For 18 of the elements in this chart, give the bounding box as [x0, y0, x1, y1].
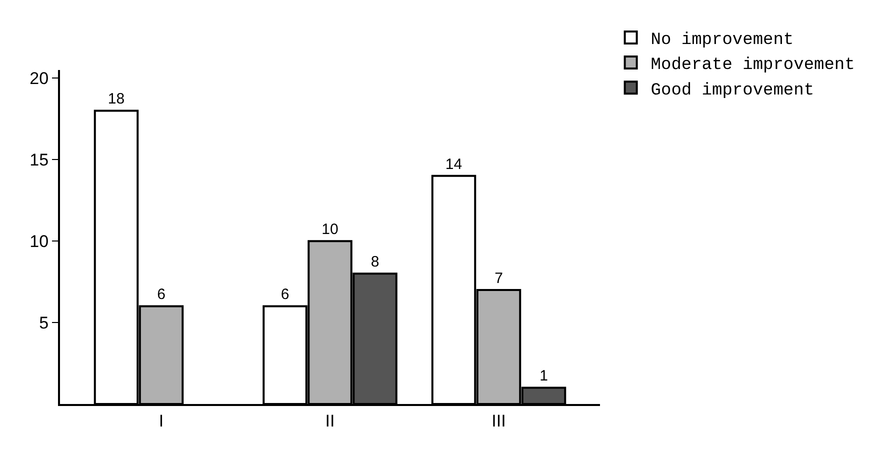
y-tick-label: 10	[30, 232, 49, 252]
data-label: 14	[445, 156, 462, 173]
data-label: 7	[494, 270, 503, 287]
data-label: 6	[157, 286, 166, 304]
data-label: 6	[280, 286, 290, 304]
legend-label: No improvement	[650, 31, 794, 50]
x-tick-label: I	[158, 411, 164, 430]
y-tick-label: 5	[39, 313, 49, 332]
legend-label: Moderate improvement	[650, 56, 855, 76]
data-label: 10	[322, 221, 338, 238]
y-tick-label: 15	[30, 150, 49, 170]
y-tick-label: 20	[30, 69, 49, 88]
x-tick-label: II	[325, 411, 335, 430]
data-label: 18	[108, 90, 125, 108]
data-label: 8	[370, 254, 380, 271]
data-label: 1	[540, 368, 548, 385]
legend-label: Good improvement	[650, 81, 814, 100]
x-tick-label: III	[492, 411, 506, 430]
